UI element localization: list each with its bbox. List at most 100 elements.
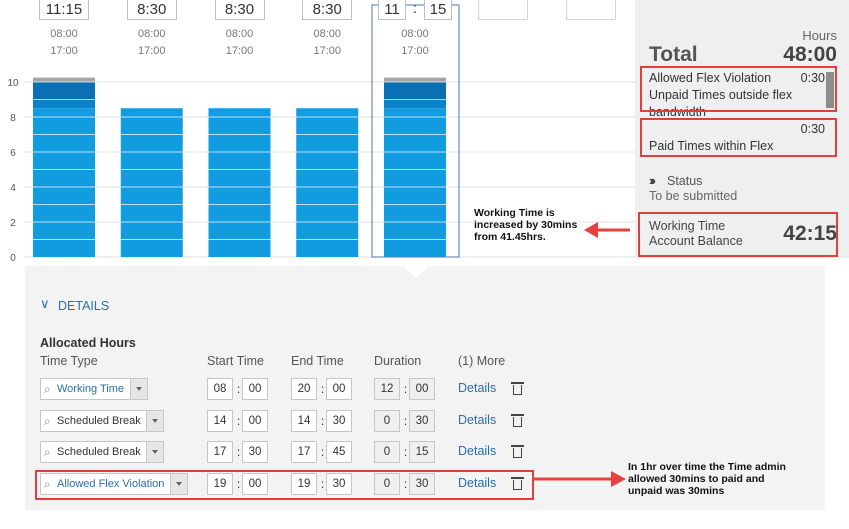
search-icon: ⌕ [44, 414, 51, 428]
minutes-input[interactable]: 15 [424, 0, 452, 20]
time-separator: : [236, 414, 241, 428]
day-end: 17:00 [50, 45, 78, 57]
details-panel: ∨ DETAILS Allocated Hours Time Type Start Ti… [25, 266, 825, 510]
dropdown-arrow [176, 482, 182, 486]
time-input: 12 [374, 378, 400, 400]
bar-segment [384, 77, 446, 82]
time-input: 0 [374, 410, 400, 432]
time-input[interactable]: 00 [242, 410, 268, 432]
time-input[interactable]: 20 [291, 378, 317, 400]
details-toggle[interactable]: DETAILS [58, 299, 110, 313]
time-input[interactable]: 00 [242, 473, 268, 495]
time-input: 0 [374, 441, 400, 463]
bar-segment [384, 108, 446, 257]
flex-label: Allowed Flex Violation [649, 71, 772, 85]
selection-notch [403, 266, 429, 278]
total-label: Total [649, 43, 698, 66]
time-input[interactable]: 19 [291, 473, 317, 495]
trash-body [513, 417, 522, 427]
hours-input[interactable]: 11 [378, 0, 406, 20]
y-tick-label: 0 [10, 253, 16, 262]
bar-segment [120, 108, 183, 257]
delete-button[interactable] [511, 477, 524, 490]
empty-day-box [566, 0, 616, 20]
dropdown-button [130, 379, 147, 399]
time-input[interactable]: 00 [242, 378, 268, 400]
status-label: Status [667, 174, 703, 188]
time-type-select[interactable]: ⌕ Scheduled Break [40, 410, 164, 432]
bar-segment [33, 77, 95, 82]
annotation: Working Time is increased by 30mins from… [474, 207, 578, 243]
trash-lid [511, 382, 524, 384]
highlight-box [640, 118, 837, 157]
bar-segment [384, 82, 446, 100]
status-value: To be submitted [649, 189, 738, 203]
trash-lid [511, 445, 524, 447]
time-type-label: Scheduled Break [57, 415, 141, 427]
details-link[interactable]: Details [458, 476, 497, 490]
day-end: 17:00 [401, 45, 429, 57]
day-start: 08:00 [137, 28, 166, 40]
time-input[interactable]: 17 [207, 441, 233, 463]
time-input[interactable]: 08 [207, 378, 233, 400]
highlight-box [640, 66, 837, 112]
column-header: Duration [374, 354, 422, 368]
delete-button[interactable] [511, 445, 524, 458]
hours-label: Hours [802, 28, 837, 43]
y-tick-label: 2 [10, 218, 16, 229]
section-title: Allocated Hours [40, 336, 136, 350]
time-separator: : [320, 414, 325, 428]
search-icon: ⌕ [44, 382, 51, 396]
total-value: 48:00 [783, 43, 837, 66]
trash-lid [511, 477, 524, 479]
day-end: 17:00 [225, 45, 254, 57]
trash-body [513, 385, 522, 395]
time-separator: : [403, 445, 408, 459]
time-input[interactable]: 14 [291, 410, 317, 432]
time-type-select[interactable]: ⌕ Working Time [40, 378, 148, 400]
time-input: 15 [409, 441, 435, 463]
day-hours-box: 11:15 [39, 0, 89, 20]
time-type-label: Allowed Flex Violation [57, 478, 165, 490]
delete-button[interactable] [511, 414, 524, 427]
time-separator: : [320, 382, 325, 396]
flex-value: 0:30 [800, 71, 825, 85]
time-input[interactable]: 14 [207, 410, 233, 432]
time-input[interactable]: 30 [326, 473, 352, 495]
trash-body [513, 448, 522, 458]
time-input[interactable]: 30 [326, 410, 352, 432]
highlight-box [638, 212, 838, 257]
time-input[interactable]: 30 [242, 441, 268, 463]
day-end: 17:00 [137, 45, 166, 57]
highlight-box [35, 470, 534, 500]
day-start: 08:00 [50, 28, 78, 40]
balance-label: Working Time Account Balance [649, 219, 743, 248]
time-separator: : [412, 0, 418, 17]
day-hours-box: 8:30 [302, 0, 353, 20]
details-link[interactable]: Details [458, 444, 497, 458]
time-type-select[interactable]: ⌕ Scheduled Break [40, 441, 164, 463]
time-separator: : [236, 382, 241, 396]
annotation: In 1hr over time the Time admin allowed … [628, 461, 786, 497]
dropdown-arrow [152, 450, 158, 454]
column-header: Time Type [40, 354, 98, 368]
toggle-chevron: ∨ [40, 296, 50, 311]
details-link[interactable]: Details [458, 381, 497, 395]
delete-button[interactable] [511, 382, 524, 395]
time-input[interactable]: 17 [291, 441, 317, 463]
day-start: 08:00 [401, 28, 429, 40]
day-end: 17:00 [313, 45, 342, 57]
time-input[interactable]: 00 [326, 378, 352, 400]
dropdown-arrow [152, 419, 158, 423]
empty-day-box [478, 0, 528, 20]
hours-chart: 0 2 4 6 8 10 [7, 4, 635, 262]
time-input[interactable]: 19 [207, 473, 233, 495]
details-link[interactable]: Details [458, 413, 497, 427]
time-type-select[interactable]: ⌕ Allowed Flex Violation [40, 473, 188, 495]
time-input[interactable]: 45 [326, 441, 352, 463]
y-tick-label: 8 [10, 113, 16, 124]
time-separator: : [403, 382, 408, 396]
trash-body [513, 480, 522, 490]
y-tick-label: 4 [10, 183, 16, 194]
